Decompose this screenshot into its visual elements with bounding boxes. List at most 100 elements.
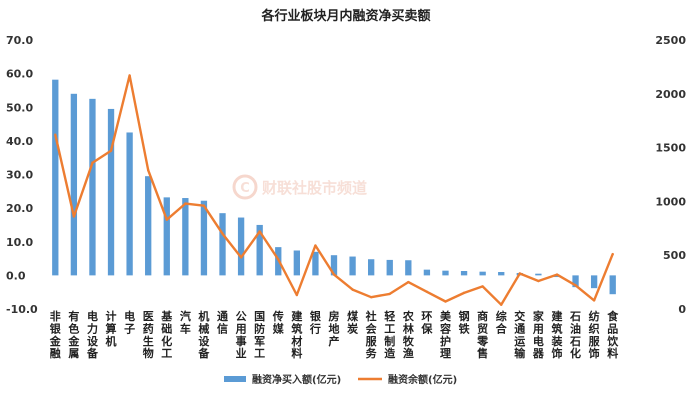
bar-net-buy[interactable]: [553, 275, 561, 278]
legend: 融资净买入额(亿元) 融资余额(亿元): [224, 373, 457, 386]
bar-net-buy[interactable]: [405, 260, 412, 276]
line-point-balance: [91, 161, 94, 164]
bar-net-buy[interactable]: [572, 275, 579, 288]
legend-bar-swatch: [224, 376, 246, 382]
legend-item-line[interactable]: 融资余额(亿元): [358, 373, 457, 386]
bar-net-buy[interactable]: [460, 271, 468, 276]
category-label: 医药生物: [143, 310, 154, 360]
category-label: 社会服务: [365, 309, 378, 360]
line-point-balance: [500, 303, 503, 306]
left-axis: -10.0 0.0 10.0 20.0 30.0 40.0 50.0 60.0 70.0: [6, 34, 38, 316]
category-label: 综合: [496, 309, 508, 335]
line-point-balance: [128, 74, 131, 77]
bar-net-buy[interactable]: [89, 98, 96, 276]
line-point-balance: [184, 202, 187, 205]
right-tick-label: 2000: [655, 88, 686, 101]
category-label: 汽车: [180, 309, 191, 335]
bar-net-buy[interactable]: [442, 270, 449, 276]
category-label: 机械设备: [197, 309, 210, 360]
bar-net-buy[interactable]: [163, 197, 170, 276]
bar-net-buy[interactable]: [70, 93, 78, 276]
category-label: 建筑材料: [291, 309, 303, 360]
category-label: 电子: [124, 309, 135, 335]
line-point-balance: [555, 273, 559, 276]
line-point-balance: [518, 272, 522, 275]
right-tick-label: 2500: [655, 34, 686, 47]
category-label: 基础化工: [160, 309, 173, 360]
bar-net-buy[interactable]: [145, 176, 152, 276]
legend-bar-label: 融资净买入额(亿元): [252, 373, 341, 386]
category-label: 建筑装饰: [550, 309, 563, 360]
category-label: 钢铁: [459, 309, 470, 335]
category-label: 银行: [309, 309, 322, 335]
bar-net-buy[interactable]: [182, 198, 189, 276]
category-labels: 非银金融有色金属电力设备计算机电子医药生物基础化工汽车机械设备通信公用事业国防军…: [49, 309, 619, 360]
bar-net-buy[interactable]: [107, 108, 115, 276]
bar-net-buy[interactable]: [479, 271, 486, 276]
category-label: 传媒: [272, 309, 285, 335]
line-point-balance: [351, 288, 354, 291]
category-label: 农林牧渔: [402, 309, 415, 360]
line-point-balance: [369, 295, 373, 299]
category-label: 电力设备: [86, 309, 99, 360]
bar-net-buy[interactable]: [349, 256, 356, 276]
bar-net-buy[interactable]: [200, 200, 208, 276]
watermark-logo-icon: [232, 174, 258, 200]
bar-net-buy[interactable]: [219, 213, 226, 276]
line-point-balance: [146, 168, 150, 172]
category-label: 美容护理: [439, 309, 452, 360]
left-tick-label: 0.0: [6, 269, 26, 282]
watermark: C 财联社股市频道: [232, 174, 367, 200]
bar-net-buy[interactable]: [609, 275, 616, 295]
line-point-balance: [54, 133, 57, 136]
line-point-balance: [407, 280, 410, 284]
category-label: 家用电器: [532, 309, 545, 360]
bar-net-buy[interactable]: [498, 272, 505, 276]
right-axis: 0 500 1000 1500 2000 2500: [655, 34, 686, 316]
line-point-balance: [537, 279, 540, 283]
line-point-balance: [444, 300, 447, 303]
category-label: 石油石化: [569, 310, 581, 360]
left-tick-label: 30.0: [6, 169, 33, 182]
bar-net-buy[interactable]: [312, 251, 319, 276]
line-point-balance: [72, 215, 76, 218]
line-point-balance: [202, 204, 206, 207]
right-tick-label: 0: [678, 303, 686, 316]
watermark-logo-letter: C: [240, 181, 250, 196]
line-point-balance: [239, 256, 243, 259]
left-tick-label: 50.0: [6, 101, 33, 114]
line-point-balance: [258, 230, 261, 233]
line-point-balance: [332, 273, 336, 276]
line-point-balance: [221, 232, 224, 235]
line-point-balance: [592, 299, 596, 302]
legend-line-label: 融资余额(亿元): [388, 373, 457, 386]
line-point-balance: [462, 291, 466, 295]
category-label: 通信: [217, 310, 228, 335]
line-point-balance: [165, 218, 168, 221]
line-point-balance: [295, 293, 299, 297]
bar-net-buy[interactable]: [293, 250, 300, 276]
bar-net-buy[interactable]: [386, 259, 393, 276]
watermark-text: 财联社股市频道: [262, 179, 367, 197]
bar-net-buy[interactable]: [423, 269, 431, 276]
bar-net-buy[interactable]: [590, 275, 598, 289]
category-label: 轻工制造: [384, 309, 396, 360]
line-point-balance: [425, 290, 429, 293]
line-point-balance: [574, 284, 577, 287]
bar-net-buy[interactable]: [237, 217, 245, 276]
bar-net-buy[interactable]: [368, 259, 375, 276]
right-tick-label: 1000: [655, 195, 686, 208]
bar-net-buy[interactable]: [52, 79, 59, 276]
category-label: 煤炭: [347, 309, 359, 335]
left-tick-label: 40.0: [6, 135, 33, 148]
bar-net-buy[interactable]: [535, 273, 542, 276]
legend-item-bar[interactable]: 融资净买入额(亿元): [224, 373, 341, 386]
bar-net-buy[interactable]: [126, 132, 133, 276]
category-label: 非银金融: [49, 309, 62, 360]
bar-net-buy[interactable]: [330, 255, 338, 276]
line-point-balance: [314, 244, 317, 247]
category-label: 商贸零售: [476, 309, 489, 360]
bar-net-buy[interactable]: [256, 224, 263, 276]
left-tick-label: -10.0: [6, 303, 38, 316]
